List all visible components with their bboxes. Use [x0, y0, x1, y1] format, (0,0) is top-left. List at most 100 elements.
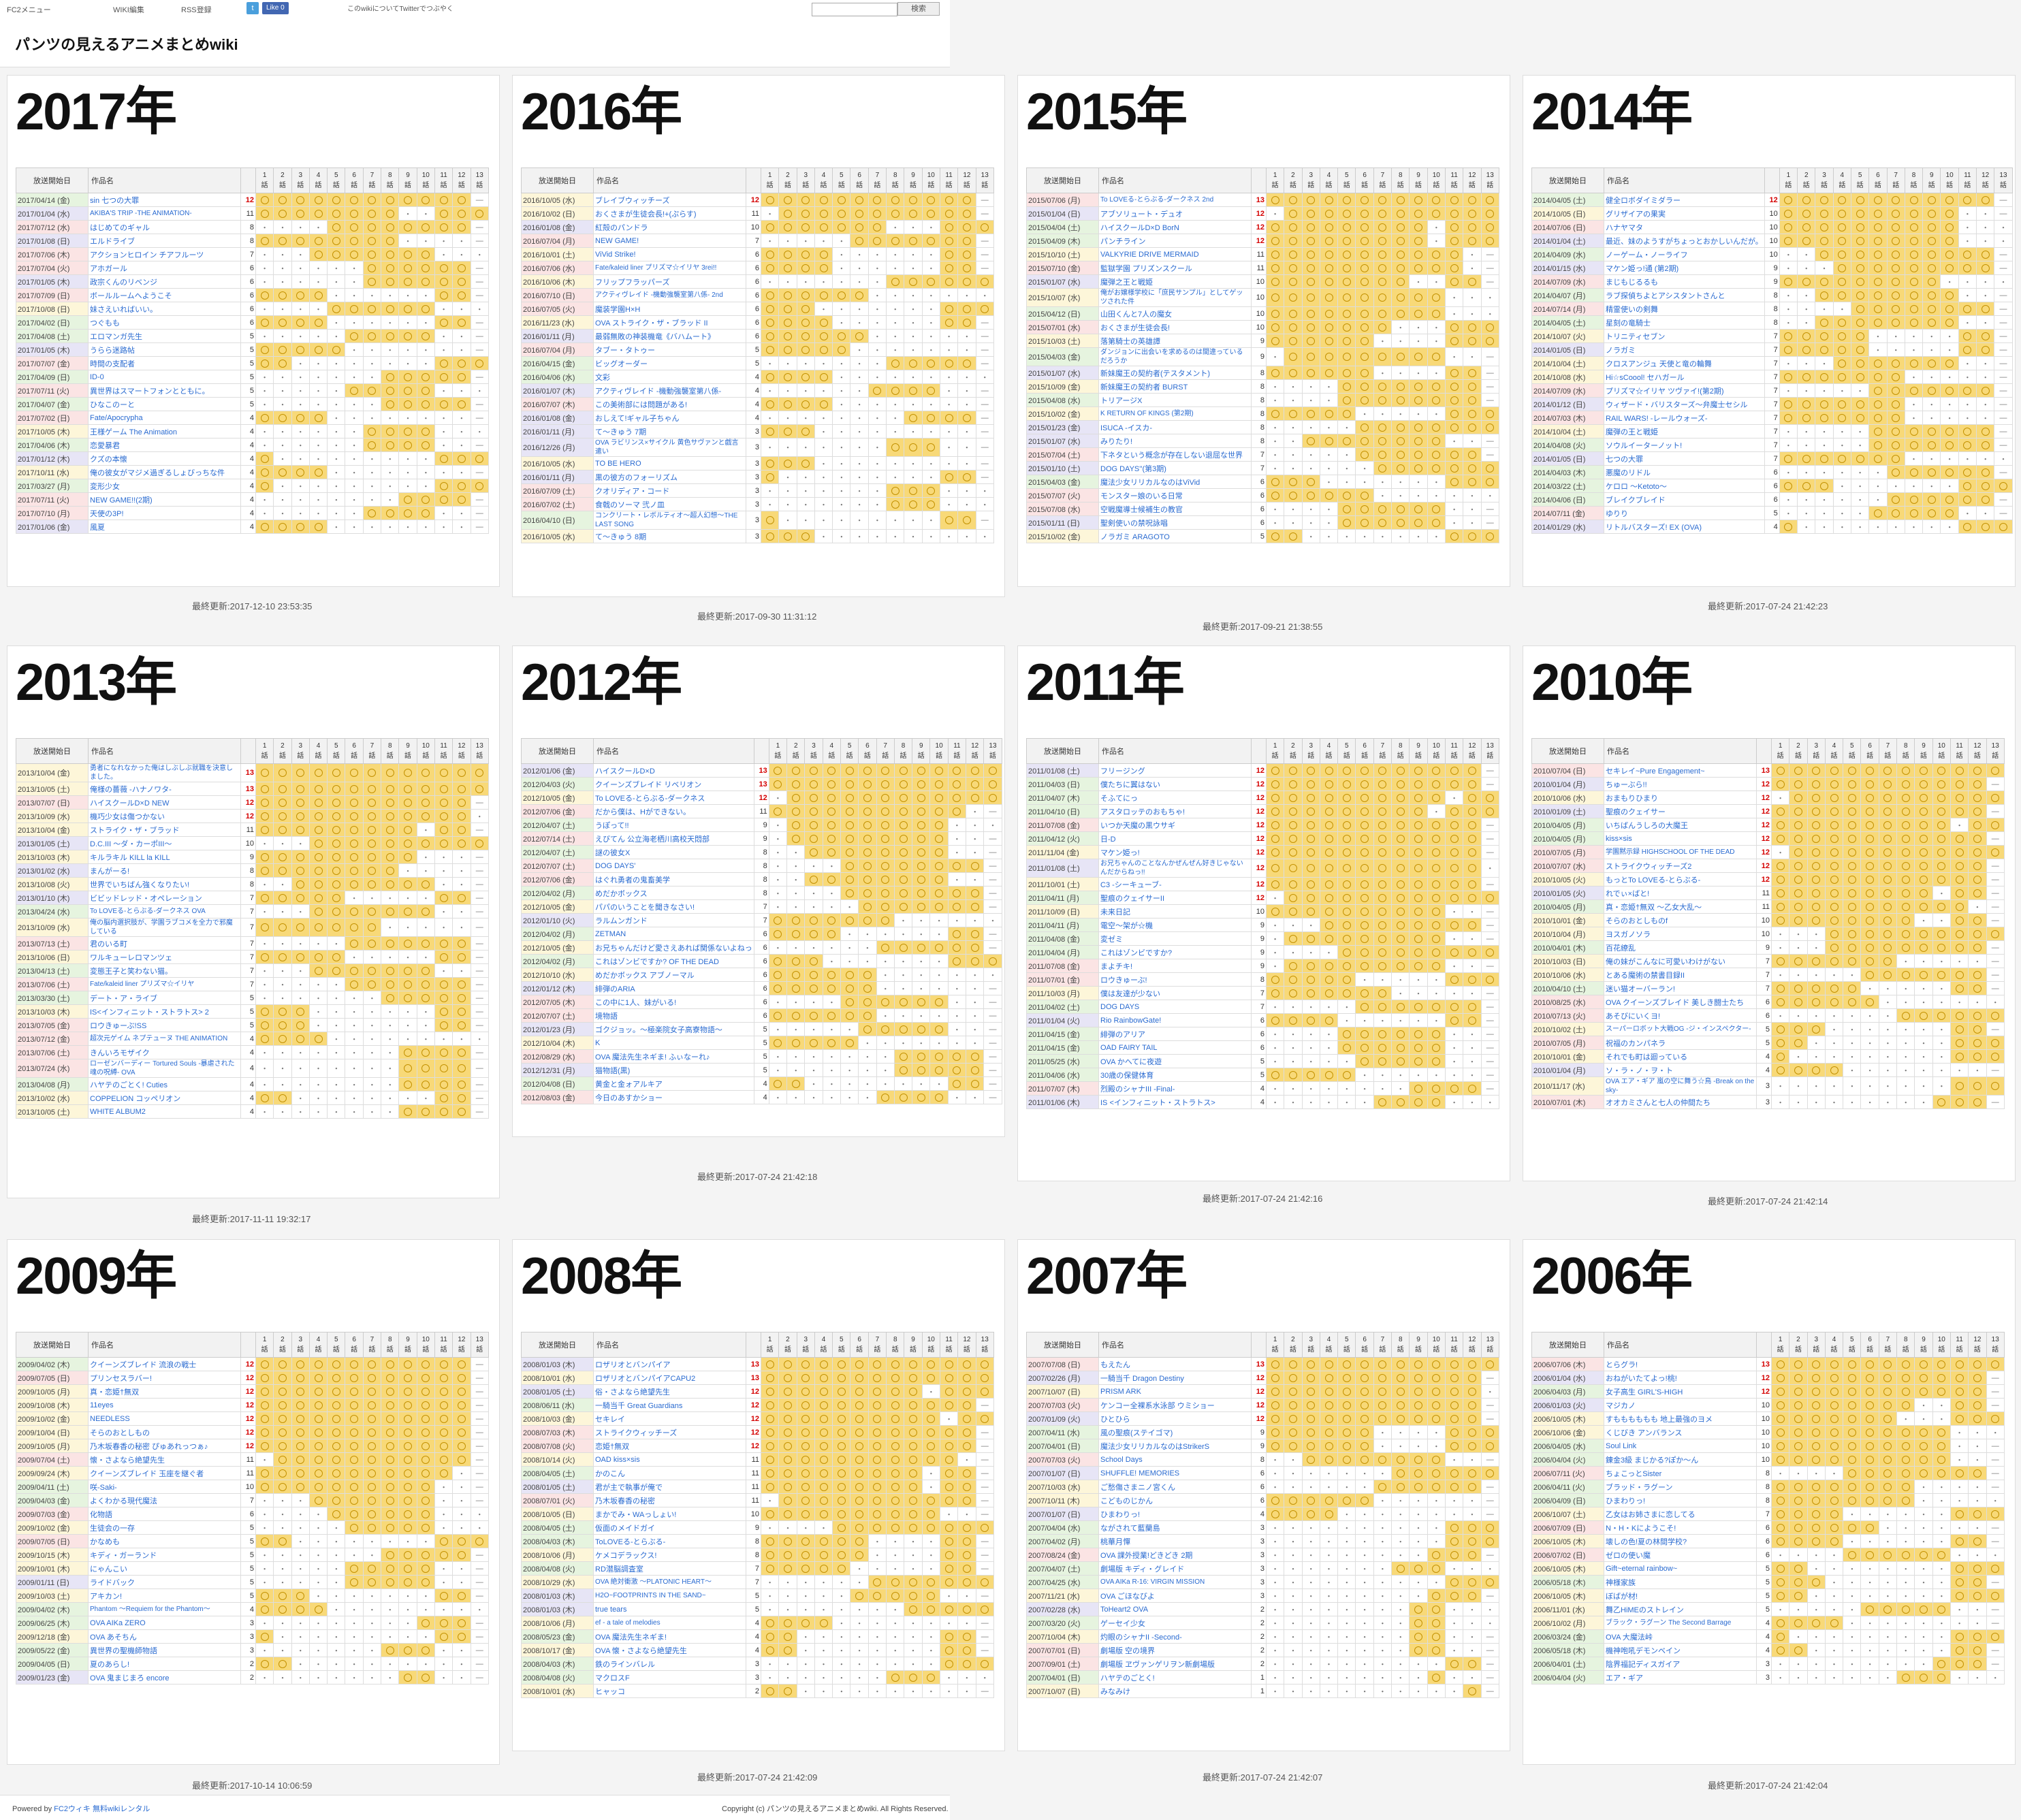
anime-title-link[interactable]: ラブ探偵ちよとアシスタントさんと — [1604, 289, 1765, 302]
anime-title-link[interactable]: おしえて!ギャル子ちゃん — [594, 411, 746, 425]
anime-title-link[interactable]: NEW GAME! — [594, 234, 746, 248]
anime-title-link[interactable]: 恋愛暴君 — [89, 438, 241, 452]
anime-title-link[interactable]: 監獄学園 プリズンスクール — [1099, 261, 1252, 275]
anime-title-link[interactable]: ゆりり — [1604, 507, 1765, 520]
anime-title-link[interactable]: 魔弾之王と戦姫 — [1099, 275, 1252, 289]
anime-title-link[interactable]: ワルキューレロマンツェ — [89, 951, 241, 964]
anime-title-link[interactable]: おくさまが生徒会長! — [1099, 321, 1252, 334]
anime-title-link[interactable]: IS<インフィニット・ストラトス> 2 — [89, 1005, 241, 1019]
header-title[interactable]: 作品名 — [1604, 739, 1757, 764]
anime-title-link[interactable]: リトルバスターズ! EX (OVA) — [1604, 520, 1765, 534]
anime-title-link[interactable]: 下ネタという概念が存在しない退屈な世界 — [1099, 448, 1252, 462]
anime-title-link[interactable]: アクティヴレイド -機動強襲室第八係- 2nd — [594, 289, 746, 302]
anime-title-link[interactable]: NEW GAME!!(2期) — [89, 493, 241, 507]
header-title[interactable]: 作品名 — [594, 739, 754, 764]
anime-title-link[interactable]: そふてにっ — [1099, 791, 1252, 805]
anime-title-link[interactable]: おくさまが生徒会長!+(ぷらす) — [594, 207, 746, 221]
anime-title-link[interactable]: キルラキル KILL la KILL — [89, 850, 241, 864]
search-button[interactable]: 検索 — [897, 2, 940, 16]
anime-title-link[interactable]: 星刻の竜騎士 — [1604, 316, 1765, 330]
anime-title-link[interactable]: 紅殻のパンドラ — [594, 221, 746, 234]
header-title[interactable]: 作品名 — [1099, 739, 1252, 764]
anime-title-link[interactable]: ビッグオーダー — [594, 357, 746, 370]
anime-title-link[interactable]: ブレイクブレイド — [1604, 493, 1765, 507]
header-date[interactable]: 放送開始日 — [522, 739, 594, 764]
anime-title-link[interactable]: ローゼンバーディー Tortured Souls -暴虐された魂の呪縛- OVA — [89, 1059, 241, 1078]
anime-title-link[interactable]: 新妹魔王の契約者(テスタメント) — [1099, 366, 1252, 380]
anime-title-link[interactable]: アスタロッテのおもちゃ! — [1099, 805, 1252, 818]
anime-title-link[interactable]: 王様ゲーム The Animation — [89, 425, 241, 438]
anime-title-link[interactable]: 魔法少女リリカルなのはViVid — [1099, 475, 1252, 489]
anime-title-link[interactable]: 最近、妹のようすがちょっとおかしいんだが。 — [1604, 234, 1765, 248]
anime-title-link[interactable]: Fate/kaleid liner プリズマ☆イリヤ — [89, 978, 241, 991]
anime-title-link[interactable]: ISUCA -イスカ- — [1099, 421, 1252, 434]
anime-title-link[interactable]: ケロロ ～Ketoto～ — [1604, 479, 1765, 493]
anime-title-link[interactable]: 山田くんと7人の魔女 — [1099, 307, 1252, 321]
anime-title-link[interactable]: それでも町は廻っている — [1604, 1050, 1757, 1064]
anime-title-link[interactable]: OAD FAIRY TAIL — [1099, 1041, 1252, 1055]
header-date[interactable]: 放送開始日 — [1027, 168, 1099, 193]
anime-title-link[interactable]: 聖剣使いの禁呪詠唱 — [1099, 516, 1252, 530]
anime-title-link[interactable]: ブレイブウィッチーズ — [594, 193, 746, 207]
tweet-link[interactable]: このwikiについてTwitterでつぶやく — [347, 3, 453, 13]
anime-title-link[interactable]: 俺の妹がこんなに可愛いわけがない — [1604, 955, 1757, 968]
anime-title-link[interactable]: あそびにいくヨ! — [1604, 1009, 1757, 1023]
header-title[interactable]: 作品名 — [1099, 168, 1252, 193]
anime-title-link[interactable]: 精霊使いの剣舞 — [1604, 302, 1765, 316]
anime-title-link[interactable]: 百花繚乱 — [1604, 941, 1757, 955]
anime-title-link[interactable]: ストライクウィッチーズ2 — [1604, 859, 1757, 873]
anime-title-link[interactable]: モンスター娘のいる日常 — [1099, 489, 1252, 502]
anime-title-link[interactable]: もっとTo LOVEる-とらぶる- — [1604, 873, 1757, 887]
anime-title-link[interactable]: COPPELION コッペリオン — [89, 1091, 241, 1105]
anime-title-link[interactable]: まよチキ! — [1099, 959, 1252, 973]
anime-title-link[interactable]: ゴクジョッ。～極楽院女子高寮物語～ — [594, 1023, 754, 1036]
anime-title-link[interactable]: つぐもも — [89, 316, 241, 330]
anime-title-link[interactable]: Hi☆sCoool! セハガール — [1604, 370, 1765, 384]
anime-title-link[interactable]: ちゅーぶら!! — [1604, 778, 1757, 791]
anime-title-link[interactable]: クイーンズブレイド リベリオン — [594, 778, 754, 791]
anime-title-link[interactable]: 迷い猫オーバーラン! — [1604, 982, 1757, 995]
anime-title-link[interactable]: れでぃ×ばと! — [1604, 887, 1757, 900]
anime-title-link[interactable]: て～きゅう 8期 — [594, 530, 746, 543]
header-date[interactable]: 放送開始日 — [522, 168, 594, 193]
anime-title-link[interactable]: トリニティセブン — [1604, 330, 1765, 343]
anime-title-link[interactable]: VALKYRIE DRIVE MERMAID — [1099, 248, 1252, 261]
anime-title-link[interactable]: ノラガミ ARAGOTO — [1099, 530, 1252, 543]
anime-title-link[interactable]: ヨスガノソラ — [1604, 927, 1757, 941]
anime-title-link[interactable]: 文彩 — [594, 370, 746, 384]
anime-title-link[interactable]: 猫物語(黒) — [594, 1064, 754, 1077]
anime-title-link[interactable]: 時間の支配者 — [89, 357, 241, 370]
anime-title-link[interactable]: To LOVEる-とらぶる-ダークネス OVA — [89, 905, 241, 919]
anime-title-link[interactable]: 祝福のカンパネラ — [1604, 1036, 1757, 1050]
